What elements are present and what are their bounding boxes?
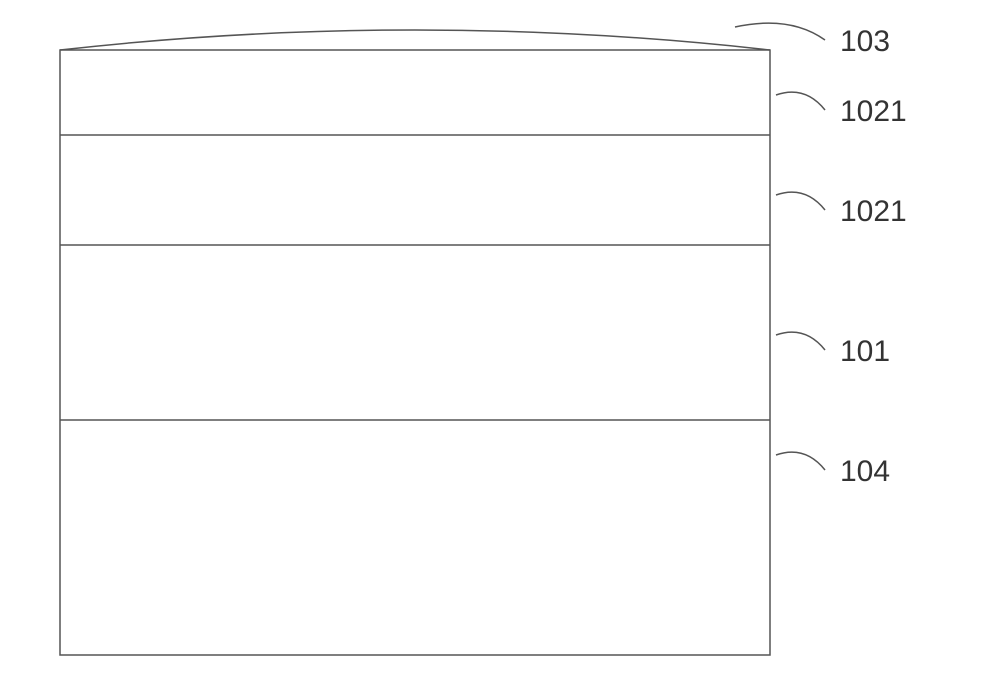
leader-1021b [776, 192, 825, 210]
diagram-canvas: 103 1021 1021 101 104 [0, 0, 1000, 675]
outer-outline [60, 30, 770, 655]
leader-1021a [776, 92, 825, 110]
label-1021a: 1021 [840, 95, 907, 129]
label-103: 103 [840, 25, 890, 59]
label-104: 104 [840, 455, 890, 489]
leader-101 [776, 332, 825, 350]
label-101: 101 [840, 335, 890, 369]
label-1021b: 1021 [840, 195, 907, 229]
leader-104 [776, 452, 825, 470]
leader-103 [735, 23, 825, 40]
